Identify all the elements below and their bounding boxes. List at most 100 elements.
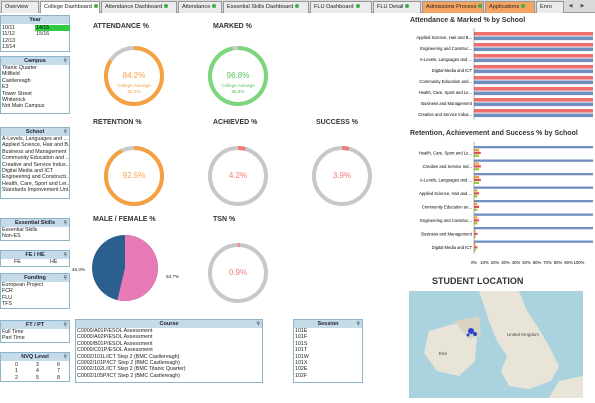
tab-college-dashboard[interactable]: College Dashboard: [40, 1, 100, 13]
nvq-level-option[interactable]: 7: [57, 368, 60, 375]
session-option[interactable]: 101W: [295, 353, 309, 360]
school-option[interactable]: Creative and Service Indus...: [2, 161, 69, 168]
triangle-left-icon[interactable]: ◀: [568, 3, 573, 9]
session-option[interactable]: 102F: [295, 372, 308, 379]
year-option[interactable]: 11/12: [2, 31, 15, 38]
session-option[interactable]: 101X: [295, 359, 308, 366]
nvq-level-option[interactable]: 8: [57, 374, 60, 381]
campus-option[interactable]: Millfield: [2, 71, 20, 78]
nvq-level-option[interactable]: 2: [15, 374, 18, 381]
course-option[interactable]: C0000/B01P/ESOL Assessment: [77, 340, 153, 347]
campus-option[interactable]: Tower Street: [2, 90, 32, 97]
search-icon[interactable]: ⚲: [63, 220, 67, 226]
session-option[interactable]: 101F: [295, 334, 308, 341]
search-icon[interactable]: ⚲: [63, 58, 67, 64]
tab-attendance-dashboard[interactable]: Attendance Dashboard: [101, 1, 177, 13]
nvq-level-option[interactable]: 4: [36, 368, 39, 375]
course-option[interactable]: C0000/A02P/ESOL Assessment: [77, 334, 153, 341]
category-label: Health, Care, Sport and Le...: [419, 90, 472, 95]
essential-skills-option[interactable]: Essential Skills: [2, 227, 38, 233]
session-option[interactable]: 101S: [295, 340, 308, 347]
nvq-level-filter-title: NVQ Level: [21, 354, 49, 360]
session-option[interactable]: 102E: [295, 366, 308, 373]
tab-enro[interactable]: Enro: [536, 1, 564, 13]
bar: [474, 91, 593, 96]
fe-option[interactable]: FE: [14, 259, 21, 265]
ft-pt-filter: FT / PT ⚲ Full Time Part Time: [0, 320, 70, 343]
ft-pt-option[interactable]: Full Time: [2, 329, 24, 335]
nvq-level-option[interactable]: 3: [36, 362, 39, 368]
year-option[interactable]: 15/16: [36, 31, 50, 38]
he-option[interactable]: HE: [50, 259, 58, 265]
school-option[interactable]: Applied Science, Hair and B...: [2, 142, 69, 149]
school-option[interactable]: Community Education and ...: [2, 155, 69, 162]
bar: [474, 235, 476, 238]
search-icon[interactable]: ⚲: [63, 252, 67, 258]
campus-option[interactable]: Whiterock: [2, 96, 26, 103]
year-option[interactable]: 13/14: [2, 44, 16, 51]
search-icon[interactable]: ⚲: [63, 354, 67, 360]
campus-filter: Campus ⚲ Titanic Quarter Millfield Castlere…: [0, 56, 70, 114]
ft-pt-filter-title: FT / PT: [25, 322, 45, 328]
school-option[interactable]: A-Levels, Languages and ...: [2, 136, 68, 142]
bar: [474, 175, 480, 179]
school-option[interactable]: Digital Media and ICT: [2, 167, 53, 174]
funding-option[interactable]: FLU: [2, 294, 13, 301]
triangle-right-icon[interactable]: ▶: [580, 3, 585, 9]
tab-flu-dashboard[interactable]: FLU Dashboard: [310, 1, 372, 13]
nvq-level-option[interactable]: 6: [57, 362, 60, 368]
bar: [474, 181, 480, 184]
retention-value: 92.5%: [122, 171, 146, 180]
course-option[interactable]: C0002/101L/ICT Step 2 (BMC Castlereagh): [77, 353, 180, 360]
nvq-level-option[interactable]: 0: [15, 362, 18, 368]
bar: [474, 154, 480, 157]
school-option[interactable]: Engineering and Constructi...: [2, 174, 69, 181]
campus-option[interactable]: Titanic Quarter: [2, 65, 37, 71]
tab-overview[interactable]: Overview: [1, 1, 39, 13]
campus-option[interactable]: Not Main Campus: [2, 103, 45, 110]
funding-option[interactable]: FCR: [2, 288, 13, 295]
course-option[interactable]: C0000/C01P/ESOL Assessment: [77, 347, 153, 354]
funding-option[interactable]: TFS: [2, 301, 13, 308]
essential-skills-option[interactable]: Non-ES: [2, 233, 21, 240]
tab-attendance[interactable]: Attendance: [178, 1, 222, 13]
nvq-level-option[interactable]: 5: [36, 374, 39, 381]
year-option[interactable]: 14/15: [35, 25, 70, 32]
tab-essential-skills-dashboard[interactable]: Essential Skills Dashboard: [223, 1, 309, 13]
funding-option[interactable]: European Project: [2, 282, 43, 288]
essential-skills-filter: Essential Skills ⚲ Essential Skills Non-ES: [0, 218, 70, 241]
search-icon[interactable]: ⚲: [356, 321, 360, 327]
funding-filter-title: Funding: [24, 275, 46, 281]
search-icon[interactable]: ⚲: [63, 322, 67, 328]
nvq-level-option[interactable]: 1: [15, 368, 18, 375]
search-icon[interactable]: ⚲: [256, 321, 260, 327]
student-location-map[interactable]: United Kingdom Eire: [409, 291, 583, 398]
tab-applications[interactable]: Applications: [485, 1, 535, 13]
course-option[interactable]: C0000/A01P/ESOL Assessment: [77, 328, 153, 334]
year-filter-title: Year: [1, 16, 69, 24]
map-label-uk: United Kingdom: [507, 332, 540, 337]
campus-option[interactable]: Castlereagh: [2, 77, 31, 84]
search-icon[interactable]: ⚲: [63, 275, 67, 281]
status-dot-icon: [405, 4, 410, 8]
school-option[interactable]: Business and Management: [2, 148, 67, 155]
status-dot-icon: [355, 4, 360, 8]
campus-option[interactable]: E3: [2, 84, 9, 91]
course-option[interactable]: C0002/101P/ICT Step 2 (BMC Castlereagh): [77, 359, 180, 366]
session-option[interactable]: 101T: [295, 347, 308, 354]
marked-avg-value: 96.8%: [231, 89, 245, 94]
session-option[interactable]: 101E: [295, 328, 308, 334]
female-label: 53.7%: [166, 274, 180, 279]
tab-flu-detail[interactable]: FLU Detail: [373, 1, 421, 13]
school-option[interactable]: Health, Care, Sport and Lei...: [2, 180, 69, 187]
tab-admissions-process[interactable]: Admissions Process: [422, 1, 484, 13]
search-icon[interactable]: ⚲: [63, 129, 67, 135]
course-option[interactable]: C0002/102L/ICT Step 2 (BMC Titanic Quart…: [77, 366, 186, 373]
year-option[interactable]: 12/13: [2, 37, 16, 44]
school-option[interactable]: Standards Improvement Uni...: [2, 187, 69, 194]
course-option[interactable]: C0002/105P/ICT Step 2 (BMC Castlereagh): [77, 372, 180, 379]
year-option[interactable]: 10/11: [2, 25, 15, 31]
bar: [474, 65, 593, 69]
ft-pt-option[interactable]: Part Time: [2, 335, 25, 342]
achieved-title: ACHIEVED %: [213, 119, 258, 126]
